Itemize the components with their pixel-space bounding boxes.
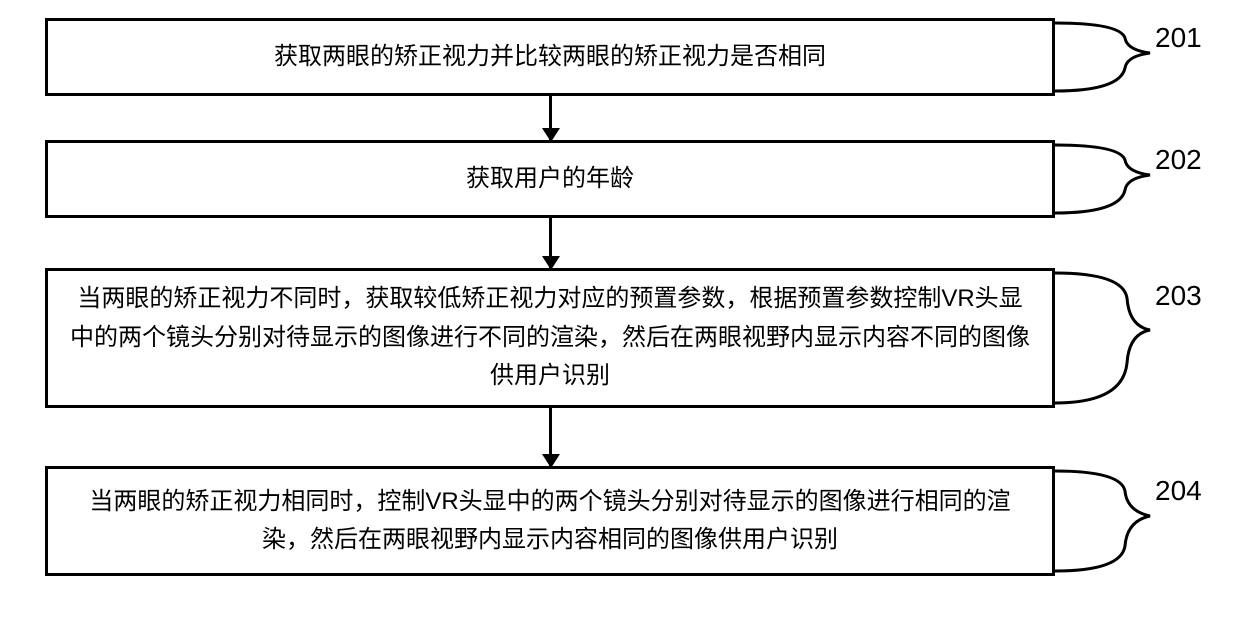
step-label-201: 201 xyxy=(1155,22,1202,54)
bracket-204 xyxy=(1055,466,1155,576)
step-label-204: 204 xyxy=(1155,475,1202,507)
step-text: 获取两眼的矫正视力并比较两眼的矫正视力是否相同 xyxy=(274,38,826,76)
arrow-2 xyxy=(549,218,552,268)
arrow-1 xyxy=(549,96,552,140)
flowchart-step-202: 获取用户的年龄 xyxy=(45,140,1055,218)
bracket-202 xyxy=(1055,140,1155,218)
step-label-202: 202 xyxy=(1155,144,1202,176)
flowchart-step-204: 当两眼的矫正视力相同时，控制VR头显中的两个镜头分别对待显示的图像进行相同的渲染… xyxy=(45,466,1055,576)
step-text: 当两眼的矫正视力不同时，获取较低矫正视力对应的预置参数，根据预置参数控制VR头显… xyxy=(68,280,1032,395)
arrow-3 xyxy=(549,408,552,466)
flowchart-step-203: 当两眼的矫正视力不同时，获取较低矫正视力对应的预置参数，根据预置参数控制VR头显… xyxy=(45,268,1055,408)
flowchart-container: 获取两眼的矫正视力并比较两眼的矫正视力是否相同 201 获取用户的年龄 202 … xyxy=(0,0,1240,635)
bracket-203 xyxy=(1055,268,1155,408)
step-label-203: 203 xyxy=(1155,280,1202,312)
step-text: 当两眼的矫正视力相同时，控制VR头显中的两个镜头分别对待显示的图像进行相同的渲染… xyxy=(68,483,1032,560)
bracket-201 xyxy=(1055,18,1155,96)
flowchart-step-201: 获取两眼的矫正视力并比较两眼的矫正视力是否相同 xyxy=(45,18,1055,96)
step-text: 获取用户的年龄 xyxy=(466,160,634,198)
